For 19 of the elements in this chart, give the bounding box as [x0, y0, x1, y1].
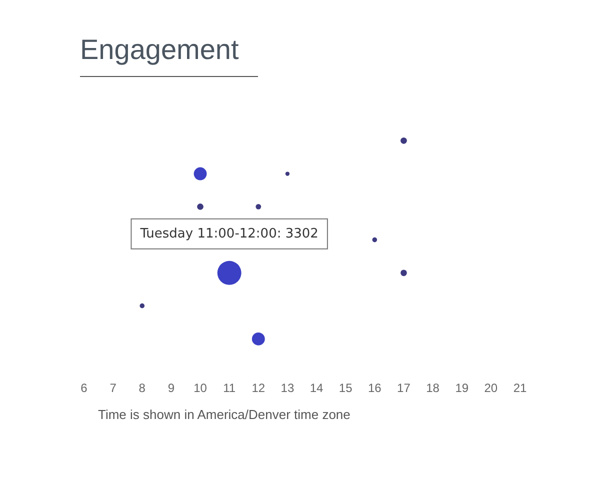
x-tick-label: 11	[223, 381, 236, 396]
x-tick-label: 20	[484, 381, 498, 396]
x-tick-label: 18	[426, 381, 440, 396]
text: Time is shown in America/Denver time zone	[98, 407, 352, 422]
x-tick-label: 10	[194, 381, 208, 396]
x-tick-label: 15	[338, 381, 353, 396]
chart-title: Engagement	[80, 34, 240, 66]
x-tick-label: 8	[138, 381, 146, 396]
x-tick-label: 17	[397, 381, 411, 396]
x-tick-label: 19	[455, 381, 469, 396]
x-tick-label: 6	[80, 381, 88, 396]
x-tick-label: 9	[168, 381, 175, 396]
x-tick-label: 12	[252, 381, 266, 396]
x-tick-label: 7	[110, 381, 117, 396]
annotation: Tuesday 11:00-12:00: 3302	[139, 226, 318, 242]
x-tick-label: 21	[513, 381, 527, 396]
x-tick-label: 16	[368, 381, 382, 396]
x-tick-label: 14	[310, 381, 324, 396]
x-tick-label: 13	[280, 381, 294, 396]
